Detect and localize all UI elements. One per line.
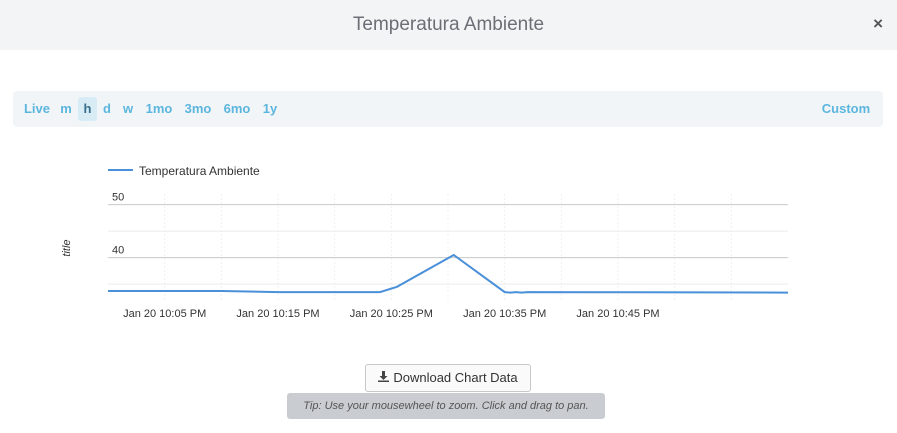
x-tick-labels: Jan 20 10:05 PM Jan 20 10:15 PM Jan 20 10:…: [123, 308, 660, 320]
time-range-selector: Live m h d w 1mo 3mo 6mo 1y Custom: [13, 91, 883, 127]
y-tick-label: 40: [112, 245, 124, 257]
temperature-chart[interactable]: Temperatura Ambiente title 40 50 Jan 20 1…: [0, 150, 897, 330]
zoom-tip: Tip: Use your mousewheel to zoom. Click …: [287, 393, 605, 419]
x-tick-label: Jan 20 10:25 PM: [350, 308, 433, 320]
range-1y-button[interactable]: 1y: [262, 101, 278, 116]
range-3mo-button[interactable]: 3mo: [184, 101, 212, 116]
range-custom-button[interactable]: Custom: [821, 101, 871, 116]
range-6mo-button[interactable]: 6mo: [223, 101, 251, 116]
x-tick-label: Jan 20 10:45 PM: [576, 308, 659, 320]
x-tick-label: Jan 20 10:35 PM: [463, 308, 546, 320]
chart-grid: [108, 194, 788, 300]
range-week-button[interactable]: w: [122, 101, 134, 116]
range-1mo-button[interactable]: 1mo: [145, 101, 173, 116]
range-day-button[interactable]: d: [103, 101, 111, 116]
y-tick-label: 50: [112, 192, 124, 204]
range-live-button[interactable]: Live: [23, 101, 50, 116]
download-chart-data-button[interactable]: Download Chart Data: [365, 364, 531, 392]
download-label: Download Chart Data: [393, 370, 518, 385]
close-icon[interactable]: ×: [873, 14, 883, 33]
y-axis-label: title: [61, 239, 73, 256]
modal-header: Temperatura Ambiente ×: [0, 0, 897, 50]
chart-legend: Temperatura Ambiente: [108, 164, 260, 178]
legend-label: Temperatura Ambiente: [139, 164, 260, 178]
x-tick-label: Jan 20 10:15 PM: [236, 308, 319, 320]
download-icon: [378, 365, 390, 391]
x-tick-label: Jan 20 10:05 PM: [123, 308, 206, 320]
modal-title: Temperatura Ambiente: [352, 14, 545, 35]
range-hour-button[interactable]: h: [78, 97, 97, 121]
range-minute-button[interactable]: m: [60, 101, 72, 116]
y-tick-labels: 40 50: [112, 192, 124, 257]
series-line-temperatura-ambiente: [108, 253, 789, 294]
